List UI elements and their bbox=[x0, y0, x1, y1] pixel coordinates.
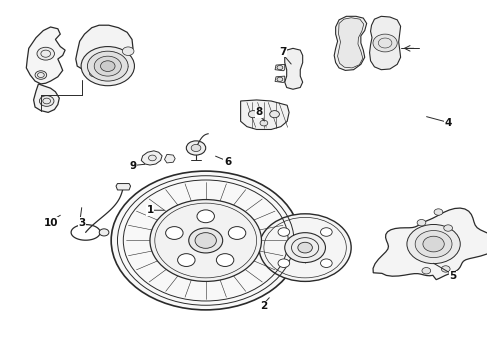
Polygon shape bbox=[337, 18, 363, 68]
Polygon shape bbox=[240, 100, 288, 130]
Circle shape bbox=[441, 266, 449, 272]
Circle shape bbox=[195, 233, 216, 248]
Text: 5: 5 bbox=[448, 271, 456, 281]
Circle shape bbox=[320, 259, 331, 267]
Circle shape bbox=[165, 226, 183, 239]
Circle shape bbox=[87, 51, 128, 81]
Circle shape bbox=[191, 144, 201, 152]
Text: 4: 4 bbox=[444, 118, 451, 128]
Polygon shape bbox=[369, 16, 400, 70]
Text: 8: 8 bbox=[255, 107, 262, 117]
Circle shape bbox=[278, 259, 289, 267]
Polygon shape bbox=[116, 184, 130, 190]
Circle shape bbox=[278, 228, 289, 236]
Circle shape bbox=[35, 71, 46, 79]
Circle shape bbox=[81, 46, 134, 86]
Text: 7: 7 bbox=[279, 47, 286, 57]
Circle shape bbox=[259, 214, 350, 282]
Circle shape bbox=[186, 141, 205, 155]
Polygon shape bbox=[274, 76, 284, 82]
Polygon shape bbox=[34, 84, 59, 112]
Circle shape bbox=[269, 111, 279, 118]
Text: 2: 2 bbox=[260, 301, 267, 311]
Polygon shape bbox=[26, 27, 65, 84]
Circle shape bbox=[260, 120, 267, 126]
Circle shape bbox=[284, 233, 325, 262]
Text: 9: 9 bbox=[129, 161, 136, 171]
Circle shape bbox=[416, 220, 425, 226]
Circle shape bbox=[37, 47, 54, 60]
Circle shape bbox=[99, 229, 109, 236]
Circle shape bbox=[89, 70, 99, 77]
Polygon shape bbox=[274, 64, 284, 71]
Circle shape bbox=[148, 155, 156, 161]
Polygon shape bbox=[372, 208, 488, 280]
Circle shape bbox=[414, 230, 451, 257]
Circle shape bbox=[150, 199, 261, 282]
Circle shape bbox=[320, 228, 331, 236]
Circle shape bbox=[177, 254, 195, 266]
Circle shape bbox=[443, 225, 451, 231]
Polygon shape bbox=[284, 48, 302, 89]
Circle shape bbox=[216, 254, 233, 266]
Polygon shape bbox=[164, 154, 175, 163]
Circle shape bbox=[101, 61, 115, 72]
Circle shape bbox=[433, 209, 442, 215]
Circle shape bbox=[40, 96, 54, 106]
Circle shape bbox=[297, 242, 312, 253]
Circle shape bbox=[94, 56, 121, 76]
Circle shape bbox=[372, 34, 396, 52]
Circle shape bbox=[188, 228, 222, 253]
Circle shape bbox=[197, 210, 214, 223]
Circle shape bbox=[122, 47, 134, 55]
Text: 10: 10 bbox=[43, 218, 58, 228]
Text: 6: 6 bbox=[224, 157, 231, 167]
Circle shape bbox=[248, 111, 258, 118]
Circle shape bbox=[406, 225, 459, 264]
Polygon shape bbox=[76, 25, 133, 80]
Circle shape bbox=[228, 226, 245, 239]
Text: 3: 3 bbox=[78, 218, 85, 228]
Polygon shape bbox=[141, 151, 162, 165]
Text: 1: 1 bbox=[146, 205, 153, 215]
Circle shape bbox=[422, 236, 443, 252]
Circle shape bbox=[276, 77, 282, 81]
Circle shape bbox=[421, 267, 430, 274]
Circle shape bbox=[111, 171, 300, 310]
Polygon shape bbox=[333, 16, 366, 71]
Circle shape bbox=[276, 66, 282, 70]
